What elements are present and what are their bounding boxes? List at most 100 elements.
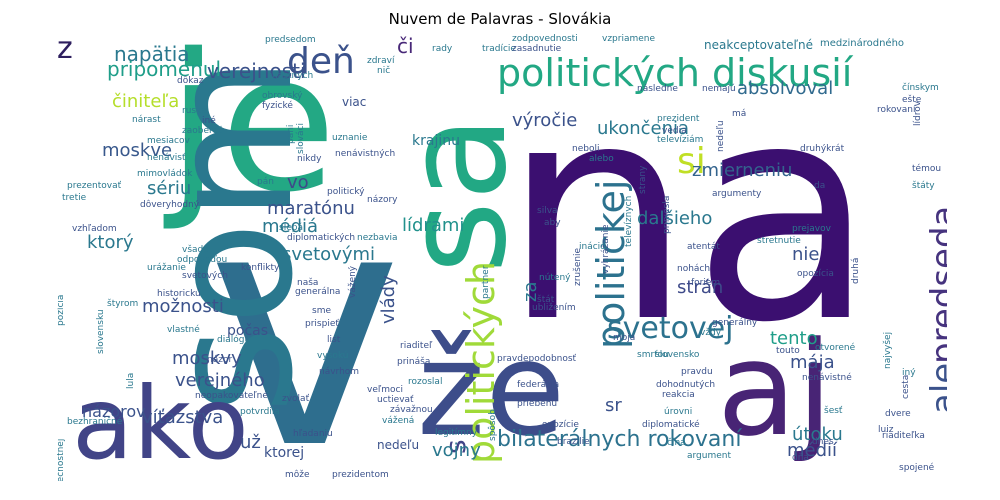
cloud-word: politický bbox=[327, 187, 365, 197]
cloud-word: slováci bbox=[296, 123, 306, 154]
cloud-word: tretie bbox=[62, 193, 87, 203]
cloud-word: foriem bbox=[691, 278, 721, 288]
cloud-word: reakcia bbox=[662, 390, 695, 400]
cloud-word: svetovými bbox=[282, 244, 376, 265]
cloud-word: riaditeľka bbox=[882, 431, 925, 441]
cloud-word: pravdu bbox=[681, 367, 713, 377]
cloud-word: bilaterálnych rokovaní bbox=[497, 427, 742, 452]
cloud-word: neakceptovateľné bbox=[704, 38, 813, 52]
cloud-word: vždy bbox=[700, 328, 722, 338]
chart-title: Nuvem de Palavras - Slovákia bbox=[388, 10, 612, 28]
cloud-word: štát bbox=[537, 295, 555, 305]
cloud-word: obrovský bbox=[262, 91, 303, 101]
cloud-word: názory bbox=[367, 195, 398, 205]
cloud-word: argumenty bbox=[712, 189, 762, 199]
cloud-word: nezbavia bbox=[357, 233, 398, 243]
cloud-word: dňa bbox=[792, 453, 809, 463]
cloud-word: verejnosti bbox=[207, 59, 306, 83]
cloud-word: pravdepodobnosť bbox=[497, 354, 577, 364]
cloud-word: ukončenia bbox=[597, 118, 690, 139]
cloud-word: dvere bbox=[885, 409, 911, 419]
cloud-word: konflikty bbox=[241, 263, 280, 273]
cloud-word: médií bbox=[787, 440, 838, 461]
cloud-word: návrhom bbox=[319, 367, 360, 377]
cloud-word: stretnutie bbox=[757, 236, 801, 246]
cloud-word: slovensko bbox=[655, 350, 700, 360]
cloud-word: vzhľadom bbox=[72, 224, 117, 234]
cloud-word: z bbox=[57, 34, 73, 66]
cloud-word: ale bbox=[924, 362, 947, 414]
cloud-word: všade bbox=[182, 245, 209, 255]
cloud-word: touto bbox=[776, 346, 800, 356]
cloud-word: dialógu bbox=[217, 335, 251, 345]
cloud-word: moja bbox=[613, 333, 636, 343]
cloud-word: predseda bbox=[924, 205, 947, 364]
cloud-word: verejného bbox=[175, 370, 265, 391]
cloud-word: vlastných bbox=[270, 71, 314, 81]
word-cloud: na v je som sa že aj ako politických diskusií pre… bbox=[57, 34, 947, 481]
cloud-word: vo bbox=[287, 172, 309, 193]
cloud-word: slepá bbox=[279, 223, 303, 233]
cloud-word: zodpovednosti bbox=[512, 34, 578, 44]
cloud-word: iný bbox=[902, 368, 916, 378]
cloud-word: nikdy bbox=[297, 154, 322, 164]
cloud-word: deň bbox=[287, 41, 355, 82]
cloud-word: dnes bbox=[812, 437, 834, 447]
cloud-word: nenávisť bbox=[147, 153, 186, 163]
cloud-word: vojny bbox=[432, 440, 481, 461]
cloud-word: hľadaniu bbox=[293, 429, 333, 439]
cloud-word: si bbox=[677, 141, 706, 182]
cloud-word: ruská bbox=[182, 106, 207, 116]
cloud-word: pani bbox=[286, 124, 296, 144]
cloud-word: nedeľu bbox=[377, 438, 420, 452]
cloud-word: môže bbox=[285, 470, 310, 480]
cloud-word: sériu bbox=[147, 178, 192, 199]
cloud-word: spojené bbox=[899, 463, 935, 473]
cloud-word: víťazstva bbox=[142, 407, 224, 428]
cloud-word: priebehu bbox=[517, 399, 558, 409]
cloud-word: ešte bbox=[902, 95, 922, 105]
cloud-word: ubližením bbox=[532, 303, 576, 313]
cloud-word: medzinárodného bbox=[820, 38, 905, 49]
cloud-word: argument bbox=[687, 451, 732, 461]
cloud-word: zrušenie bbox=[573, 247, 583, 286]
cloud-word: krajinu bbox=[412, 133, 460, 149]
cloud-word: tento bbox=[770, 328, 818, 349]
cloud-word: pozícia bbox=[57, 294, 66, 326]
cloud-word: tradície bbox=[482, 44, 516, 54]
cloud-word: alebo bbox=[589, 154, 614, 164]
cloud-word: na bbox=[502, 39, 876, 388]
cloud-word: neopakovateľné bbox=[195, 391, 268, 401]
cloud-word: moskve bbox=[102, 140, 173, 161]
cloud-word: atentát bbox=[687, 242, 720, 252]
cloud-word: diplomatických bbox=[287, 233, 356, 243]
cloud-word: bezhraničné bbox=[67, 417, 123, 427]
cloud-word: zdraví bbox=[367, 56, 395, 66]
cloud-word: vlády bbox=[378, 275, 399, 324]
cloud-word: nemajú bbox=[702, 84, 736, 94]
cloud-word: list bbox=[327, 335, 341, 345]
cloud-word: rokovaní bbox=[877, 105, 916, 115]
cloud-word: cesta bbox=[901, 374, 911, 399]
cloud-word: historickú bbox=[157, 289, 201, 299]
cloud-word: opozícia bbox=[797, 269, 834, 279]
cloud-word: ako bbox=[72, 365, 249, 481]
cloud-word: svetovej bbox=[607, 311, 734, 346]
cloud-word: maratónu bbox=[267, 198, 355, 219]
cloud-word: absolvoval bbox=[737, 78, 834, 99]
cloud-word: dôveryhodný bbox=[140, 200, 200, 210]
cloud-word: je bbox=[167, 34, 337, 234]
cloud-word: lula bbox=[126, 372, 136, 389]
cloud-word: silva bbox=[537, 206, 558, 216]
cloud-word: útoku bbox=[792, 424, 843, 445]
cloud-word: témou bbox=[912, 164, 942, 174]
cloud-word: najvyšej bbox=[883, 331, 893, 369]
cloud-word: rozoslal bbox=[408, 377, 443, 387]
cloud-word: v bbox=[207, 137, 403, 481]
cloud-word: legitímny bbox=[435, 428, 478, 438]
cloud-word: iné bbox=[202, 116, 216, 126]
cloud-word: lídrami bbox=[402, 215, 465, 236]
cloud-word: strán bbox=[677, 277, 724, 298]
cloud-word: vážená bbox=[382, 416, 415, 426]
cloud-word: nič bbox=[377, 66, 391, 76]
